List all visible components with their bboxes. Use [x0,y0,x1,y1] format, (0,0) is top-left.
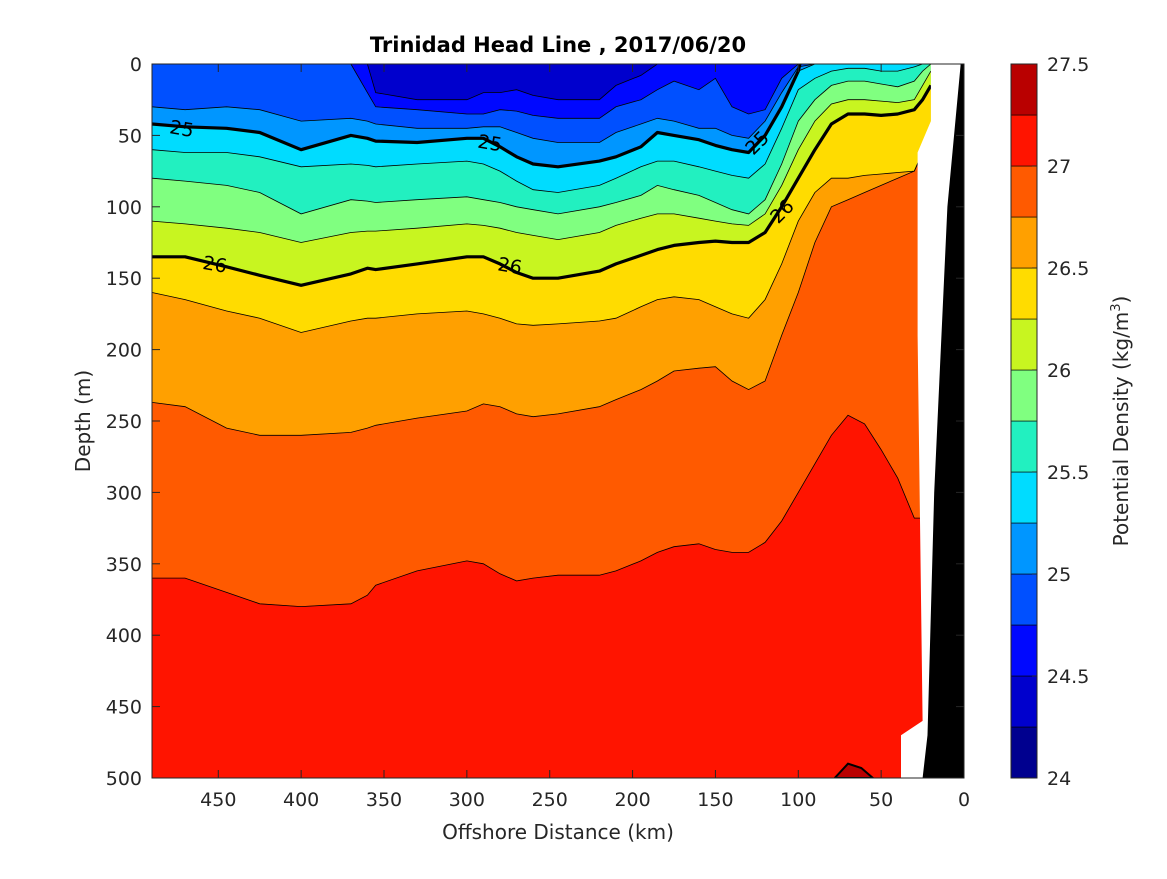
contour-line-24.5 [152,64,931,101]
x-axis: 450 400 350 300 250 200 150 100 50 0 [200,64,970,811]
chart-title: Trinidad Head Line , 2017/06/20 [370,33,746,57]
x-tick-label: 50 [869,789,893,811]
x-tick-label: 250 [532,789,568,811]
colorbar-label-main: Potential Density (kg/m [1109,312,1133,547]
x-tick-label: 350 [366,789,402,811]
y-tick-label: 400 [106,625,142,647]
colorbar-segment [1010,726,1038,779]
contour-line-26.75 [152,135,932,436]
contour-line-26.5 [152,135,932,333]
colorbar-segment [1010,573,1038,626]
colorbar-segment [1010,216,1038,269]
contour-line-layer [152,64,964,778]
colorbar-segment [1010,369,1038,422]
x-tick-label: 450 [200,789,236,811]
y-axis-label: Depth (m) [71,370,95,472]
colorbar-tick-label: 26.5 [1047,258,1089,280]
seafloor-mask [922,64,964,778]
x-tick-label: 150 [697,789,733,811]
y-tick-label: 500 [106,768,142,790]
y-axis: 0 50 100 150 200 250 300 350 400 450 500 [106,54,964,790]
contour-line-24.75 [152,64,931,119]
colorbar-label-end: ) [1109,296,1133,304]
contour-label: 25 [168,116,196,142]
y-tick-label: 300 [106,482,142,504]
colorbar-tick-label: 27.5 [1047,54,1089,76]
contour-line-25 [152,64,931,143]
colorbar-segment [1010,114,1038,167]
colorbar-tick-label: 25 [1047,564,1071,586]
colorbar-tick-label: 26 [1047,360,1071,382]
y-tick-label: 350 [106,554,142,576]
contour-line-25.5 [152,64,931,193]
contour-label: 26 [201,252,229,278]
y-tick-label: 450 [106,697,142,719]
x-tick-label: 300 [449,789,485,811]
y-tick-label: 150 [106,268,142,290]
colorbar-segment [1010,624,1038,677]
colorbar-segment [1010,675,1038,728]
contour-line-25.75 [152,64,932,215]
x-tick-label: 400 [283,789,319,811]
colorbar-label: Potential Density (kg/m3) [1109,296,1133,547]
y-tick-label: 50 [118,125,142,147]
colorbar-frame [1010,63,1038,779]
colorbar-segment [1010,63,1038,116]
contour-line-27 [152,414,931,608]
colorbar-segment [1010,267,1038,320]
contour-line-26 [152,70,932,243]
colorbar: 24 24.5 25 25.5 26 26.5 27 27.5 [1010,54,1089,790]
contour-label: 25 [476,131,504,157]
colorbar-tick-label: 24.5 [1047,666,1089,688]
colorbar-tick-label: 24 [1047,768,1071,790]
x-tick-label: 200 [614,789,650,811]
colorbar-tick-label: 25.5 [1047,462,1089,484]
y-tick-label: 0 [130,54,142,76]
bold-contour-25 [152,64,802,169]
colorbar-segment [1010,522,1038,575]
density-spot-27.25 [833,762,875,778]
y-tick-label: 250 [106,411,142,433]
x-tick-label: 100 [780,789,816,811]
y-tick-label: 200 [106,340,142,362]
contour-label: 26 [496,253,524,279]
contour-fill-layer [152,64,964,778]
x-axis-label: Offshore Distance (km) [442,820,674,844]
colorbar-segment [1010,165,1038,218]
colorbar-tick-label: 27 [1047,156,1071,178]
colorbar-label-superscript: 3 [1109,303,1124,311]
colorbar-segment [1010,471,1038,524]
y-tick-label: 100 [106,197,142,219]
bold-contour-26 [152,84,933,287]
x-tick-label: 0 [958,789,970,811]
colorbar-segment [1010,318,1038,371]
colorbar-segment [1010,420,1038,473]
